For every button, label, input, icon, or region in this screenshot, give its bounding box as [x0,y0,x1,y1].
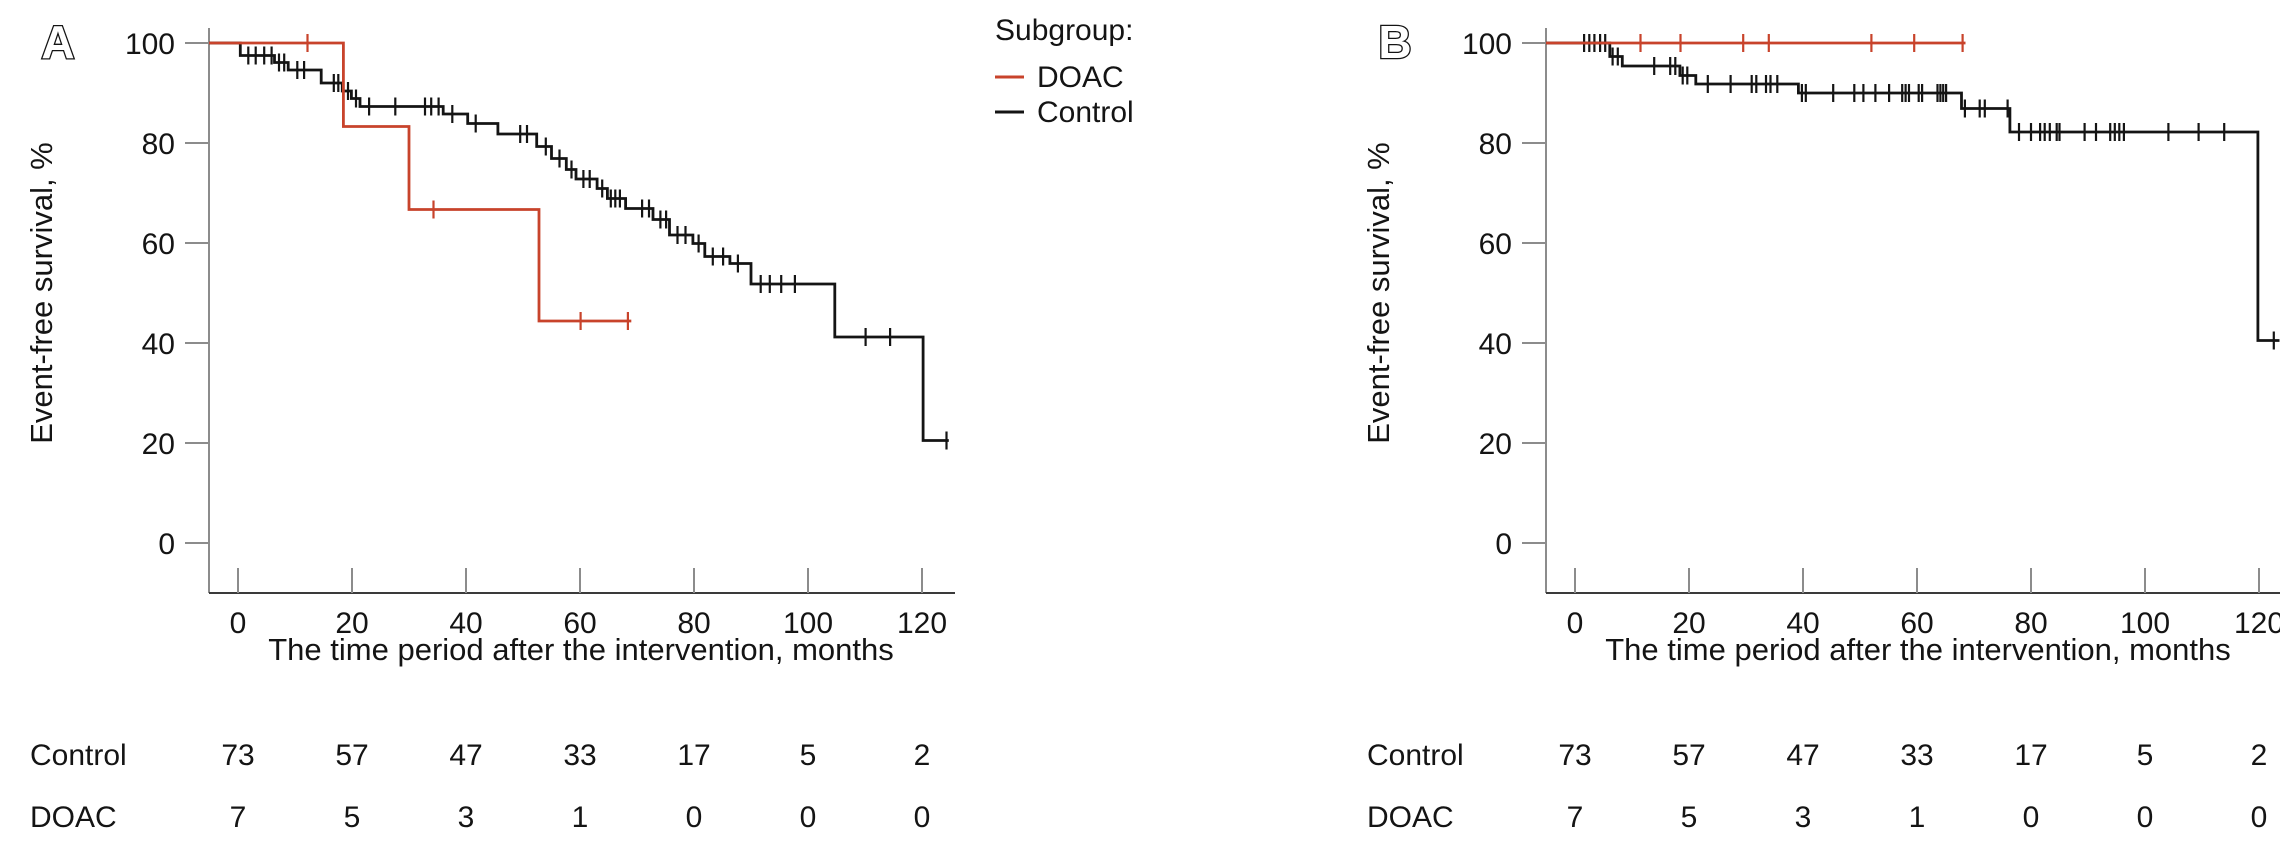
legend-item-control: Control [1037,96,1134,129]
km-curve-doac [209,41,632,323]
y-tick-label: 40 [1479,328,1512,361]
risk-count: 73 [221,739,254,772]
risk-row-label: DOAC [1367,801,1454,834]
x-tick-label: 60 [563,607,596,640]
risk-count: 1 [572,801,589,834]
y-tick-label: 100 [125,28,175,61]
risk-count: 7 [230,801,247,834]
x-tick-label: 100 [783,607,833,640]
risk-count: 3 [1795,801,1812,834]
risk-count: 0 [800,801,817,834]
panel-b-y-axis-title: Event-free survival, % [1361,142,1396,444]
risk-count: 2 [2251,739,2268,772]
x-tick-label: 20 [1672,607,1705,640]
km-curve-control [209,41,949,442]
legend-title: Subgroup: [995,14,1133,47]
risk-row-label: Control [30,739,127,772]
legend-item-doac: DOAC [1037,61,1124,94]
risk-count: 5 [1681,801,1698,834]
x-tick-label: 40 [449,607,482,640]
y-tick-label: 60 [142,228,175,261]
y-tick-label: 80 [1479,128,1512,161]
risk-count: 33 [563,739,596,772]
x-tick-label: 120 [2234,607,2280,640]
risk-count: 0 [914,801,931,834]
x-tick-label: 0 [230,607,247,640]
risk-count: 5 [344,801,361,834]
risk-count: 17 [2014,739,2047,772]
panel-a-x-axis-title: The time period after the intervention, … [268,632,894,667]
y-tick-label: 60 [1479,228,1512,261]
risk-count: 0 [2251,801,2268,834]
risk-count: 47 [449,739,482,772]
x-tick-label: 120 [897,607,947,640]
y-tick-label: 80 [142,128,175,161]
y-tick-label: 100 [1462,28,1512,61]
panel-b-x-axis-title: The time period after the intervention, … [1605,632,2231,667]
risk-count: 0 [686,801,703,834]
y-tick-label: 20 [142,428,175,461]
y-tick-label: 0 [1495,528,1512,561]
x-tick-label: 100 [2120,607,2170,640]
risk-count: 2 [914,739,931,772]
panel-a-curves [209,34,949,450]
x-tick-label: 0 [1567,607,1584,640]
panel-a-letter: A [41,16,74,68]
x-tick-label: 80 [677,607,710,640]
panel-b-axes: 100 80 60 40 20 0 0 20 40 60 80 100 120 [1462,28,2280,640]
risk-count: 73 [1558,739,1591,772]
panel-b-letter: B [1378,16,1411,68]
risk-count: 3 [458,801,475,834]
x-tick-label: 60 [1900,607,1933,640]
risk-count: 7 [1567,801,1584,834]
risk-count: 1 [1909,801,1926,834]
risk-count: 17 [677,739,710,772]
x-tick-label: 20 [335,607,368,640]
risk-count: 57 [335,739,368,772]
risk-count: 57 [1672,739,1705,772]
panel-b: B Event-free survival, % The time period… [1361,15,2280,667]
risk-count: 0 [2023,801,2040,834]
y-tick-label: 0 [158,528,175,561]
risk-count: 33 [1900,739,1933,772]
risk-row-label: Control [1367,739,1464,772]
risk-row-label: DOAC [30,801,117,834]
panel-b-curves [1546,34,2280,350]
km-curve-control [1546,41,2280,342]
risk-count: 5 [2137,739,2154,772]
x-tick-label: 40 [1786,607,1819,640]
panel-a-axes: 100 80 60 40 20 0 0 20 40 60 80 100 120 [125,28,955,640]
panel-a-y-axis-title: Event-free survival, % [24,142,59,444]
x-tick-label: 80 [2014,607,2047,640]
panel-a: A Event-free survival, % The time period… [24,15,955,667]
risk-count: 47 [1786,739,1819,772]
risk-table-panel-a: Control 73 57 47 33 17 5 2 DOAC 7 5 3 1 0 0 0 [30,739,930,834]
y-tick-label: 40 [142,328,175,361]
risk-count: 5 [800,739,817,772]
risk-table-panel-b: Control 73 57 47 33 17 5 2 DOAC 7 5 3 1 0 0 0 [1367,739,2267,834]
legend: Subgroup: DOAC Control [995,14,1134,129]
risk-count: 0 [2137,801,2154,834]
y-tick-label: 20 [1479,428,1512,461]
